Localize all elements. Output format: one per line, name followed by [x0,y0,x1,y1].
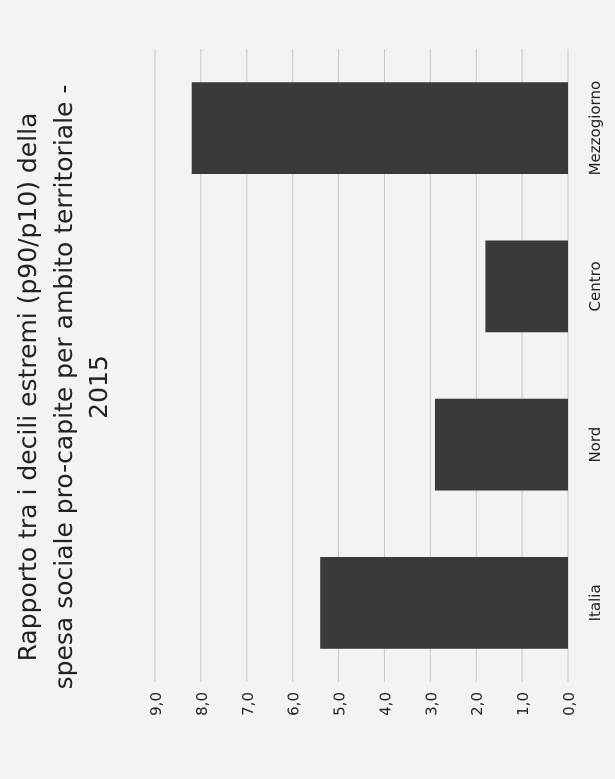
y-tick-label: 9,0 [147,692,165,716]
bar-italia [320,556,569,649]
y-tick-label: 6,0 [285,692,303,716]
category-label-mezzogiorno: Mezzogiorno [586,81,604,176]
y-tick-label: 0,0 [560,692,578,716]
y-tick-label: 3,0 [422,692,440,716]
chart-title-line-3: 2015 [84,355,113,419]
bar-centro [485,240,568,333]
y-tick-label: 4,0 [376,692,394,716]
y-tick-label: 5,0 [331,692,349,716]
chart-title-line-1: Rapporto tra i decili estremi (p90/p10) … [13,113,42,662]
bar-mezzogiorno [191,82,568,175]
category-label-centro: Centro [586,261,604,311]
chart-title-line-2: spesa sociale pro-capite per ambito terr… [49,85,78,690]
category-label-nord: Nord [586,427,604,463]
category-label-italia: Italia [586,584,604,621]
bar-nord [434,398,568,491]
y-tick-label: 8,0 [193,692,211,716]
y-tick-label: 7,0 [239,692,257,716]
y-tick-label: 1,0 [514,692,532,716]
y-tick-label: 2,0 [468,692,486,716]
